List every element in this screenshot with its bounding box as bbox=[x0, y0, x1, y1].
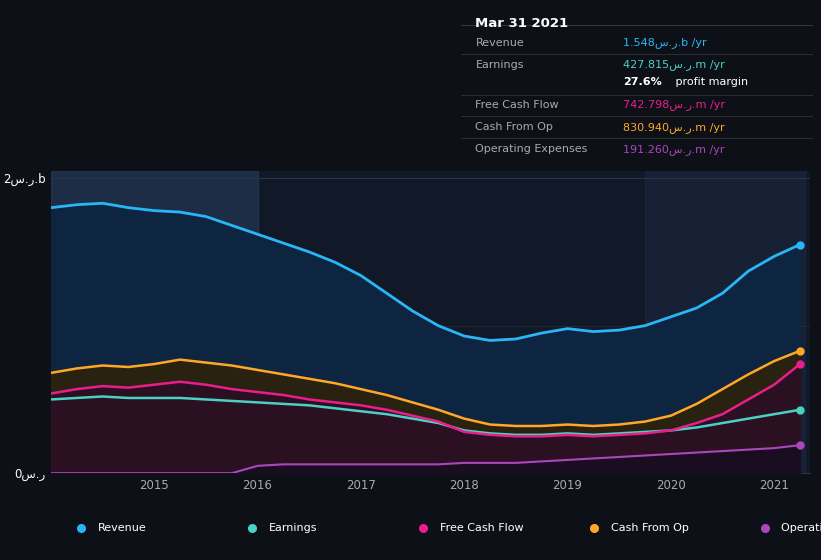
Text: 427.815س.ر.m /yr: 427.815س.ر.m /yr bbox=[623, 59, 725, 71]
Text: Free Cash Flow: Free Cash Flow bbox=[440, 522, 523, 533]
Text: Mar 31 2021: Mar 31 2021 bbox=[475, 17, 569, 30]
Text: Revenue: Revenue bbox=[475, 38, 524, 48]
Text: profit margin: profit margin bbox=[672, 77, 749, 87]
Text: 1.548س.ر.b /yr: 1.548س.ر.b /yr bbox=[623, 38, 707, 48]
Bar bbox=[645, 171, 805, 473]
Text: Operating Expenses: Operating Expenses bbox=[782, 522, 821, 533]
Text: Cash From Op: Cash From Op bbox=[611, 522, 689, 533]
Text: 191.260س.ر.m /yr: 191.260س.ر.m /yr bbox=[623, 144, 725, 155]
Bar bbox=[51, 171, 258, 473]
Text: Revenue: Revenue bbox=[98, 522, 147, 533]
Text: Free Cash Flow: Free Cash Flow bbox=[475, 100, 559, 110]
Text: Operating Expenses: Operating Expenses bbox=[475, 144, 588, 155]
Text: 830.940س.ر.m /yr: 830.940س.ر.m /yr bbox=[623, 122, 725, 133]
Text: Cash From Op: Cash From Op bbox=[475, 122, 553, 132]
Text: 742.798س.ر.m /yr: 742.798س.ر.m /yr bbox=[623, 99, 725, 110]
Text: 27.6%: 27.6% bbox=[623, 77, 662, 87]
Text: Earnings: Earnings bbox=[475, 60, 524, 70]
Text: Earnings: Earnings bbox=[268, 522, 318, 533]
